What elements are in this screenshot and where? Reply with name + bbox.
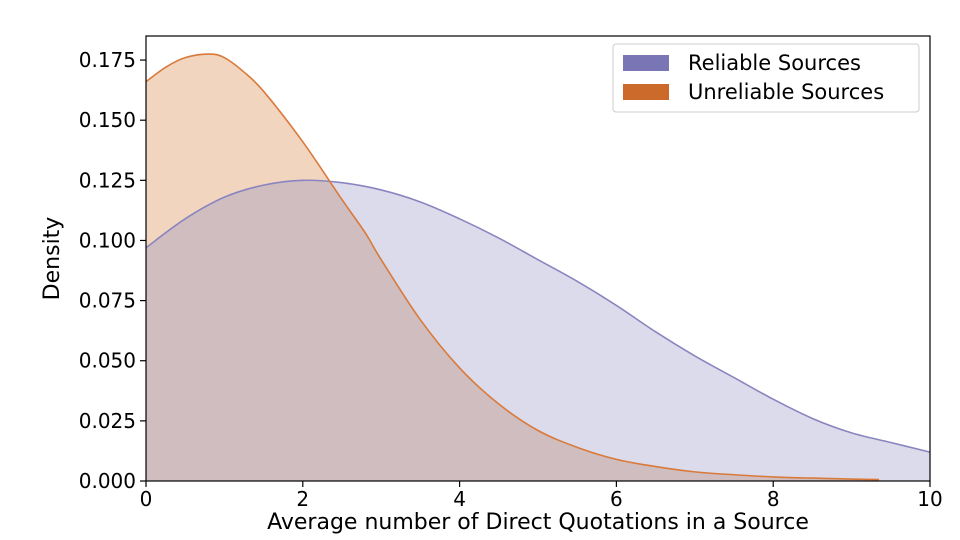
x-tick-label: 4	[453, 487, 466, 511]
y-axis-label: Density	[40, 217, 65, 301]
plot-area	[145, 53, 931, 481]
y-tick-label: 0.150	[79, 108, 136, 132]
y-tick-label: 0.175	[79, 48, 136, 72]
y-tick-label: 0.100	[79, 228, 136, 252]
legend-box	[612, 43, 920, 113]
legend-swatch-unreliable	[623, 84, 669, 100]
x-tick-label: 8	[767, 487, 780, 511]
legend-label-reliable: Reliable Sources	[688, 51, 861, 75]
y-tick-label: 0.025	[79, 409, 136, 433]
legend-swatch-reliable	[623, 55, 669, 71]
reliable-sources-line	[145, 179, 931, 453]
x-tick-label: 2	[296, 487, 309, 511]
x-tick-label: 10	[917, 487, 942, 511]
plot-frame	[145, 35, 931, 482]
unreliable-sources-line	[145, 53, 880, 481]
x-axis-label: Average number of Direct Quotations in a…	[267, 510, 809, 535]
y-tick-label: 0.050	[79, 349, 136, 373]
overlap-area	[146, 180, 880, 481]
y-tick-label: 0.075	[79, 289, 136, 313]
y-tick-label: 0.125	[79, 168, 136, 192]
x-axis-ticks: 0 2 4 6 8 10	[140, 481, 943, 511]
x-tick-label: 0	[140, 487, 153, 511]
legend-label-unreliable: Unreliable Sources	[688, 80, 884, 104]
y-tick-label: 0.000	[79, 469, 136, 493]
x-tick-label: 6	[610, 487, 623, 511]
legend: Reliable Sources Unreliable Sources	[612, 43, 920, 113]
y-axis-ticks: 0.000 0.025 0.050 0.075 0.100 0.125 0.150 0.175	[79, 48, 146, 493]
